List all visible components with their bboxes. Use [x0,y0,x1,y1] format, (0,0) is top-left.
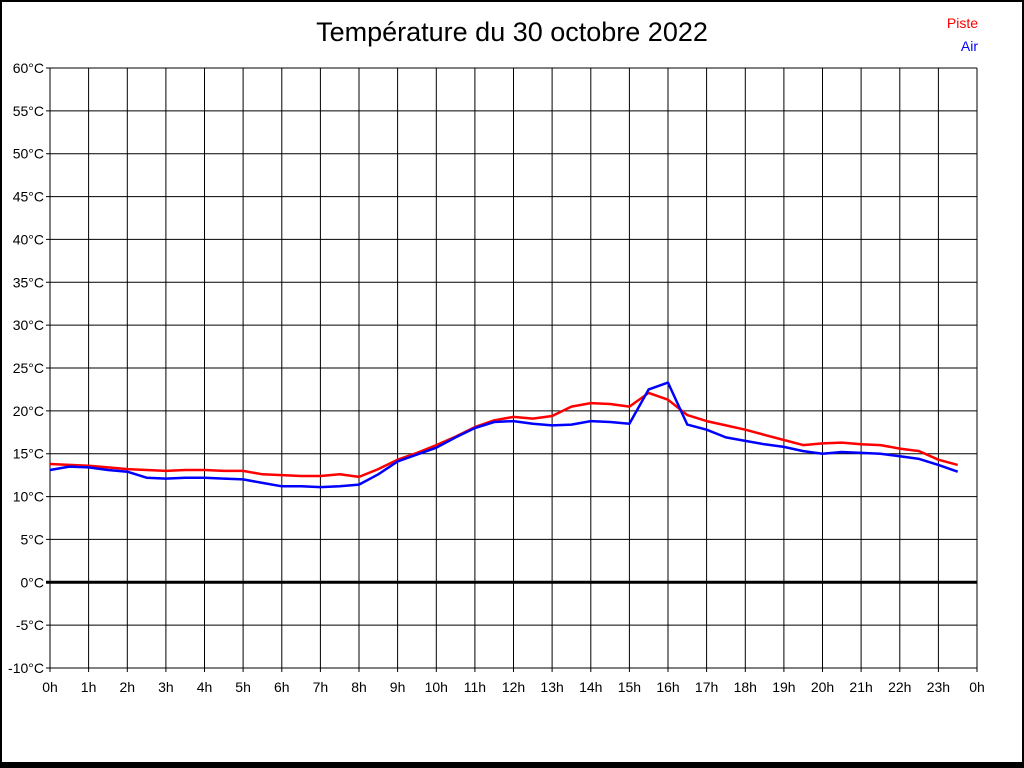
y-tick-label: 0°C [21,574,45,590]
x-tick-label: 19h [772,679,795,695]
x-tick-label: 2h [120,679,136,695]
x-tick-label: 0h [42,679,58,695]
legend: Piste Air [947,12,978,58]
y-tick-label: 20°C [13,403,44,419]
x-tick-label: 9h [390,679,406,695]
x-tick-label: 18h [734,679,757,695]
y-tick-label: 60°C [13,60,44,76]
x-tick-label: 5h [235,679,251,695]
series-air-line [49,381,959,489]
x-tick-label: 15h [618,679,641,695]
x-tick-label: 13h [540,679,563,695]
y-tick-label: 45°C [13,189,44,205]
chart-title: Température du 30 octobre 2022 [316,17,708,47]
y-tick-label: 55°C [13,103,44,119]
x-tick-label: 12h [502,679,525,695]
x-tick-label: 17h [695,679,718,695]
y-tick-label: 30°C [13,317,44,333]
y-tick-label: 35°C [13,274,44,290]
x-tick-label: 3h [158,679,174,695]
x-tick-label: 21h [849,679,872,695]
y-tick-label: 5°C [21,531,45,547]
x-tick-label: 7h [313,679,329,695]
x-tick-label: 4h [197,679,213,695]
x-tick-label: 6h [274,679,290,695]
x-tick-label: 14h [579,679,602,695]
x-tick-label: 20h [811,679,834,695]
x-tick-label: 16h [656,679,679,695]
series-piste-line [49,391,959,479]
y-tick-label: 10°C [13,489,44,505]
x-tick-label: 0h [969,679,985,695]
x-tick-label: 22h [888,679,911,695]
x-tick-label: 10h [425,679,448,695]
legend-label-piste: Piste [946,15,978,31]
x-tick-label: 1h [81,679,97,695]
y-tick-label: 40°C [13,231,44,247]
x-tick-label: 11h [464,679,486,695]
x-tick-label: 23h [927,679,950,695]
y-tick-label: -10°C [8,660,44,676]
y-tick-label: 25°C [13,360,44,376]
x-tick-label: 8h [351,679,367,695]
y-tick-label: 50°C [13,146,44,162]
y-tick-label: 15°C [13,446,44,462]
legend-label-air: Air [960,38,978,54]
y-tick-label: -5°C [16,617,44,633]
